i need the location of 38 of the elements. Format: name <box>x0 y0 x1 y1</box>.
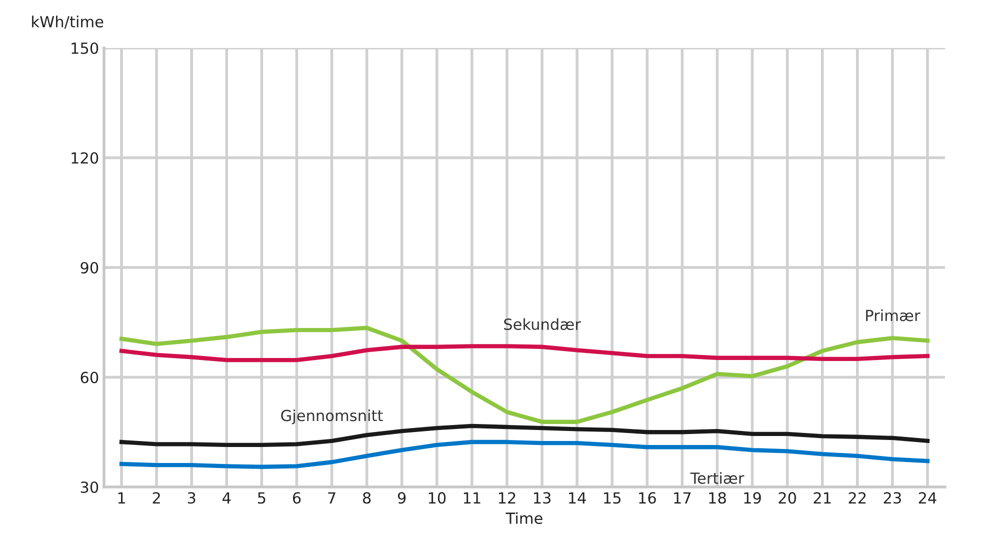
x-tick-label: 2 <box>152 492 160 504</box>
x-tick-label: 22 <box>848 492 866 504</box>
y-axis-title: kWh/time <box>32 16 104 29</box>
x-tick-label: 4 <box>222 492 231 504</box>
x-tick-label: 12 <box>498 492 516 504</box>
x-tick-label: 14 <box>569 492 586 504</box>
x-tick-label: 9 <box>398 492 406 504</box>
x-tick-label: 20 <box>778 492 796 504</box>
x-axis-title: Time <box>506 512 542 524</box>
y-tick-label: 30 <box>80 481 98 494</box>
series-label: Sekundær <box>504 318 581 330</box>
x-tick-label: 11 <box>464 492 480 504</box>
x-tick-label: 10 <box>428 492 446 504</box>
x-tick-label: 21 <box>814 492 831 504</box>
y-tick-label: 60 <box>80 372 98 384</box>
x-tick-label: 23 <box>884 492 901 504</box>
x-tick-label: 7 <box>328 492 336 504</box>
series-label: Primær <box>866 309 920 322</box>
x-tick-label: 24 <box>918 492 936 504</box>
series-label: Gjennomsnitt <box>281 409 383 424</box>
line-series <box>119 424 930 448</box>
x-tick-label: 3 <box>188 492 196 504</box>
x-tick-label: 1 <box>118 492 125 504</box>
y-tick-label: 150 <box>72 42 98 54</box>
y-tick-label: 120 <box>72 152 98 164</box>
series-label: Tertiær <box>690 472 744 484</box>
line-series <box>119 440 930 469</box>
line-series <box>119 344 930 362</box>
y-tick-label: 90 <box>80 262 98 274</box>
x-tick-label: 6 <box>292 492 301 504</box>
x-tick-label: 15 <box>604 492 620 504</box>
x-tick-label: 13 <box>534 492 551 504</box>
x-tick-label: 8 <box>362 492 371 504</box>
x-tick-label: 17 <box>674 492 691 504</box>
x-tick-label: 18 <box>709 492 726 504</box>
x-tick-label: 19 <box>744 492 761 504</box>
x-tick-label: 16 <box>639 492 656 504</box>
x-tick-label: 5 <box>258 492 266 504</box>
